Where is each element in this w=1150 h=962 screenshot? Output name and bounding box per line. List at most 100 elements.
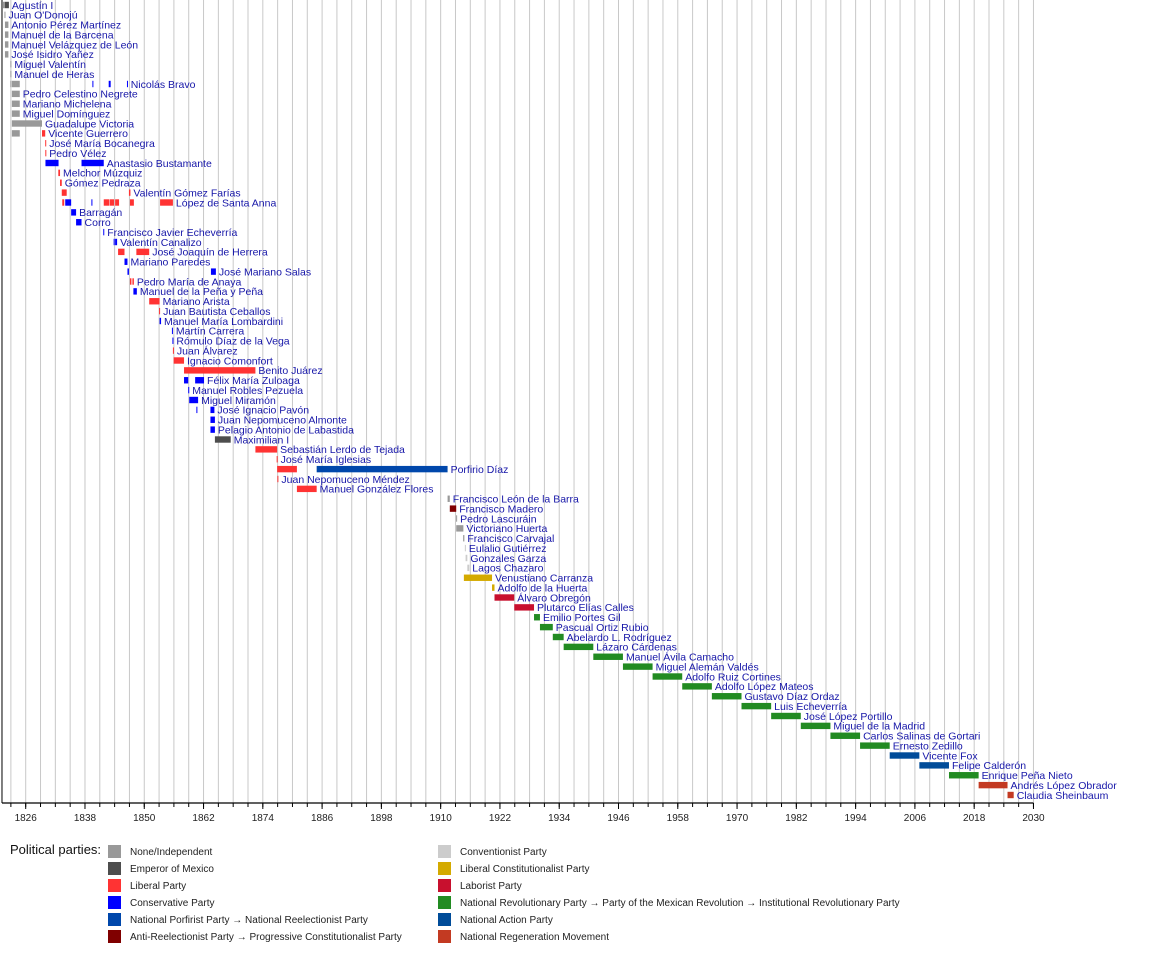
- legend-label: National Revolutionary Party → Party of …: [460, 898, 900, 909]
- president-label: José María Bocanegra: [49, 138, 155, 150]
- president-label: Plutarco Elías Calles: [537, 602, 634, 614]
- term-bar: [91, 199, 93, 206]
- term-bar: [2, 1, 5, 9]
- term-bar: [210, 406, 215, 414]
- term-bar: [172, 347, 174, 354]
- term-bar: [860, 742, 890, 749]
- term-bar: [316, 465, 448, 473]
- term-bar: [124, 258, 128, 265]
- x-tick-label: 1886: [311, 813, 334, 824]
- legend-label: None/Independent: [130, 847, 213, 858]
- president-label: José López Portillo: [804, 711, 893, 723]
- term-bar: [10, 61, 12, 68]
- president-label: Adolfo López Mateos: [715, 681, 814, 693]
- term-bar: [277, 465, 297, 473]
- president-label: Venustiano Carranza: [495, 573, 593, 585]
- president-label: Luis Echeverría: [774, 701, 847, 713]
- president-label: José Joaquín de Herrera: [152, 247, 268, 259]
- president-label: Pedro Lascuráin: [460, 513, 537, 525]
- term-bar: [4, 41, 9, 48]
- term-bar: [978, 781, 1008, 789]
- president-label: Enrique Peña Nieto: [982, 770, 1073, 782]
- president-label: Manuel de la Barcena: [11, 29, 113, 41]
- president-label: Nicolás Bravo: [131, 79, 196, 91]
- term-bar: [132, 278, 134, 285]
- term-bar: [133, 288, 137, 295]
- legend-label: Conservative Party: [130, 898, 215, 909]
- president-label: Miguel Domínguez: [23, 108, 111, 120]
- term-bar: [103, 228, 105, 236]
- term-bar: [296, 485, 317, 493]
- term-bar: [210, 268, 216, 275]
- president-label: Miguel Miramón: [201, 395, 276, 407]
- term-bar: [276, 456, 278, 463]
- term-bar: [456, 525, 464, 532]
- term-bar: [11, 100, 20, 107]
- president-label: Miguel de la Madrid: [833, 721, 925, 733]
- term-bar: [62, 199, 65, 206]
- president-label: Martín Carrera: [176, 326, 244, 338]
- term-bar: [4, 51, 9, 58]
- x-tick-label: 1862: [192, 813, 215, 824]
- x-tick-label: 1838: [74, 813, 97, 824]
- president-label: José María Iglesias: [281, 454, 371, 466]
- term-bar: [948, 772, 979, 779]
- president-label: Félix María Zuloaga: [207, 375, 300, 387]
- president-label: Adolfo Ruiz Cortines: [685, 671, 781, 683]
- legend-swatch: [108, 879, 121, 892]
- president-label: Corro: [85, 217, 111, 229]
- term-bar: [593, 653, 623, 660]
- legend-swatch: [438, 845, 451, 858]
- legend: Political parties: None/Independent Emper…: [0, 838, 1150, 958]
- president-label: Felipe Calderón: [952, 760, 1026, 772]
- legend-swatch: [438, 913, 451, 926]
- term-bar: [622, 663, 653, 670]
- term-bar: [465, 554, 468, 562]
- term-bar: [464, 544, 466, 552]
- president-label: Manuel Velázquez de León: [11, 39, 138, 51]
- term-bar: [539, 623, 553, 631]
- president-label: Mariano Michelena: [23, 99, 112, 111]
- president-label: Gustavo Díaz Ordaz: [745, 691, 840, 703]
- term-bar: [173, 357, 185, 364]
- term-bar: [467, 564, 470, 572]
- term-bar: [4, 31, 9, 38]
- president-label: Gómez Pedraza: [65, 178, 141, 190]
- term-bar: [711, 693, 742, 700]
- term-bar: [103, 199, 110, 206]
- term-bar: [494, 594, 515, 601]
- term-bar: [60, 179, 62, 186]
- president-label: Benito Juárez: [258, 365, 322, 377]
- president-label: Antonio Pérez Martínez: [11, 20, 121, 32]
- term-bar: [919, 762, 949, 769]
- president-label: Manuel de Heras: [14, 69, 94, 81]
- x-tick-label: 1874: [252, 813, 275, 824]
- term-bar: [463, 535, 465, 542]
- term-bar: [214, 436, 231, 443]
- president-label: Emilio Portes Gil: [543, 612, 621, 624]
- legend-swatch: [438, 879, 451, 892]
- president-label: López de Santa Anna: [176, 197, 277, 209]
- term-bar: [4, 21, 9, 28]
- president-label: Rómulo Díaz de la Vega: [176, 336, 289, 348]
- president-label: Pedro María de Anaya: [137, 276, 242, 288]
- term-bar: [184, 377, 189, 384]
- term-bar: [463, 574, 493, 581]
- president-label: Vicente Fox: [922, 750, 978, 762]
- term-bar: [210, 416, 215, 423]
- term-bar: [11, 120, 43, 127]
- president-label: Porfirio Díaz: [451, 464, 509, 476]
- term-bar: [159, 307, 161, 315]
- x-tick-label: 1826: [15, 813, 38, 824]
- term-bar: [127, 268, 129, 275]
- president-label: Francisco León de la Barra: [453, 494, 579, 506]
- president-label: Ignacio Comonfort: [187, 355, 273, 367]
- term-bar: [449, 505, 457, 512]
- x-tick-label: 2030: [1022, 813, 1045, 824]
- term-bar: [652, 673, 683, 680]
- legend-swatch: [108, 930, 121, 943]
- president-label: Carlos Salinas de Gortari: [863, 731, 980, 743]
- term-bar: [160, 199, 173, 206]
- term-bar: [11, 110, 20, 117]
